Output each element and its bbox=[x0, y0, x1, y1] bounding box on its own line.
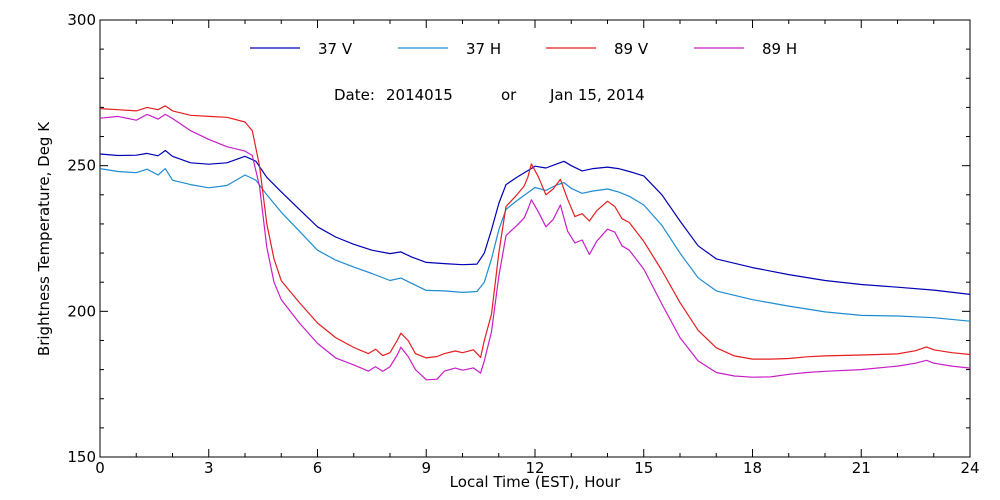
subtitle-date-code: 2014015 bbox=[386, 86, 453, 104]
x-tick-label: 15 bbox=[634, 459, 653, 477]
y-tick-label: 250 bbox=[67, 157, 96, 175]
x-tick-label: 21 bbox=[852, 459, 871, 477]
series-line-37-v bbox=[99, 149, 971, 295]
x-tick-label: 12 bbox=[525, 459, 544, 477]
legend-label: 89 V bbox=[614, 40, 649, 58]
x-axis-label: Local Time (EST), Hour bbox=[450, 473, 621, 491]
plot-frame bbox=[99, 19, 971, 458]
x-tick-label: 18 bbox=[743, 459, 762, 477]
x-tick-label: 3 bbox=[204, 459, 214, 477]
series-line-89-h bbox=[99, 113, 971, 381]
axis-tick-labels: 0 3 6 9 12 15 18 21 24 150 200 250 300 bbox=[67, 11, 979, 477]
y-tick-label: 300 bbox=[67, 11, 96, 29]
y-axis-label: Brightness Temperature, Deg K bbox=[35, 121, 53, 356]
legend-label: 37 H bbox=[466, 40, 501, 58]
series-line-89-v bbox=[99, 105, 971, 360]
x-tick-label: 9 bbox=[421, 459, 431, 477]
legend-label: 37 V bbox=[318, 40, 353, 58]
series-lines bbox=[99, 105, 971, 381]
legend-label: 89 H bbox=[762, 40, 797, 58]
subtitle-date-text: Jan 15, 2014 bbox=[549, 86, 645, 104]
legend: 37 V 37 H 89 V 89 H bbox=[250, 40, 797, 58]
subtitle-date-prefix: Date: bbox=[334, 86, 375, 104]
y-tick-label: 150 bbox=[67, 448, 96, 466]
subtitle-conj: or bbox=[501, 86, 517, 104]
axis-ticks bbox=[99, 19, 971, 458]
x-tick-label: 0 bbox=[95, 459, 105, 477]
series-line-37-h bbox=[99, 168, 971, 322]
x-tick-label: 24 bbox=[960, 459, 979, 477]
x-tick-label: 6 bbox=[313, 459, 323, 477]
y-tick-label: 200 bbox=[67, 302, 96, 320]
